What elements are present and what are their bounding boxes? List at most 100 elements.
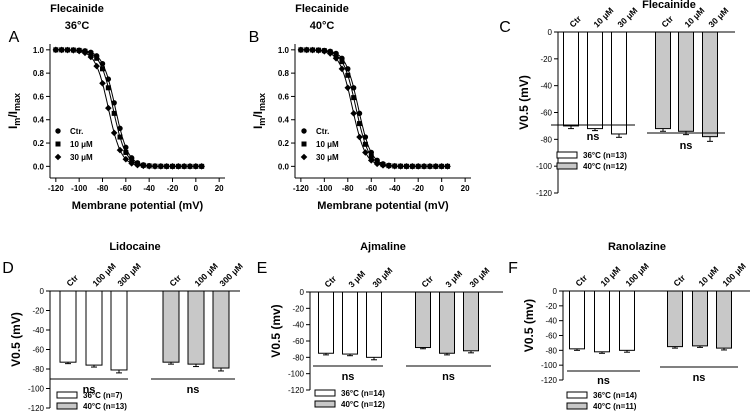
- legend-label: Ctr.: [70, 127, 83, 136]
- y-tick-label: -20: [292, 304, 304, 313]
- data-point-diamond: [356, 133, 363, 141]
- y-tick-label: 0: [548, 28, 553, 37]
- x-tick-label: -120: [293, 184, 310, 193]
- bar: [439, 291, 455, 354]
- category-label: 10 μM: [591, 5, 615, 29]
- data-point-square: [100, 66, 105, 72]
- data-point-diamond: [420, 163, 428, 170]
- bar: [162, 290, 180, 363]
- y-tick-label: -60: [540, 109, 552, 118]
- data-point-diamond: [385, 162, 393, 170]
- y-tick-label: -100: [288, 370, 305, 379]
- data-point-diamond: [169, 163, 176, 170]
- data-point-square: [105, 85, 111, 91]
- x-tick-label: -20: [412, 184, 424, 193]
- y-tick-label: -20: [545, 302, 557, 311]
- legend-swatch: [566, 391, 588, 399]
- data-point-diamond: [175, 163, 182, 170]
- data-point-diamond: [338, 65, 346, 73]
- data-point-diamond: [426, 163, 434, 170]
- x-tick-label: -80: [342, 184, 354, 193]
- category-label: 30 μM: [370, 265, 394, 289]
- data-point-diamond: [362, 149, 369, 156]
- ns-label: ns: [83, 384, 96, 396]
- legend-label: 36°C (n=14): [341, 389, 385, 398]
- x-axis-label: Membrane potential (mV): [72, 200, 204, 212]
- data-point-circle: [356, 110, 363, 117]
- y-tick-label: 1.0: [33, 46, 45, 55]
- ns-label: ns: [442, 371, 455, 383]
- x-tick-label: 20: [215, 184, 224, 193]
- panel-letter: F: [508, 260, 518, 277]
- category-label: 3 μM: [346, 269, 367, 290]
- data-point-diamond: [321, 47, 328, 55]
- data-point-diamond: [128, 160, 135, 167]
- data-point-diamond: [391, 162, 399, 170]
- y-tick-label: -60: [32, 346, 44, 355]
- data-point-diamond: [186, 163, 194, 170]
- category-label: Ctr: [167, 272, 183, 288]
- x-tick-label: 20: [461, 184, 470, 193]
- bar: [619, 290, 635, 351]
- data-point-diamond: [192, 163, 200, 170]
- bar: [85, 290, 103, 366]
- panel-f: F Ranolazine 0 -20 -40 -60 -80 -100 -120 V0.5 (mv…: [508, 241, 750, 411]
- legend-label: 30 μM: [70, 153, 93, 162]
- y-tick-label: 0.4: [278, 116, 290, 125]
- legend-swatch: [314, 389, 336, 397]
- chart-title: Flecainide: [50, 3, 104, 15]
- bar: [587, 31, 603, 130]
- y-tick-label: 0.8: [278, 69, 290, 78]
- bar: [702, 31, 718, 138]
- legend-marker-circle: [55, 128, 61, 134]
- bar: [678, 31, 694, 132]
- panel-letter: B: [249, 29, 260, 46]
- data-point-diamond: [309, 46, 316, 54]
- data-point-circle: [117, 125, 123, 132]
- legend-swatch: [314, 400, 336, 408]
- legend-label: 40°C (n=12): [583, 162, 627, 171]
- data-point-diamond: [373, 160, 381, 168]
- category-label: 300 μM: [217, 261, 244, 288]
- data-point-circle: [111, 100, 117, 106]
- category-label: Ctr: [671, 272, 687, 288]
- legend-label: 36°C (n=14): [593, 391, 637, 400]
- data-point-diamond: [87, 53, 95, 61]
- bar: [318, 291, 334, 354]
- y-tick-label: 0.8: [33, 69, 45, 78]
- data-point-diamond: [438, 163, 445, 170]
- legend-label: 10 μM: [70, 140, 93, 149]
- chart-title: Lidocaine: [109, 241, 160, 253]
- category-label: 30 μM: [706, 5, 730, 29]
- y-tick-label: -80: [292, 353, 304, 362]
- y-tick-label: -40: [540, 82, 552, 91]
- data-point-diamond: [145, 162, 153, 170]
- legend-marker-square: [301, 141, 307, 147]
- y-axis-label: V0.5 (mV): [517, 75, 531, 130]
- data-point-circle: [105, 76, 112, 82]
- y-tick-label: -80: [32, 365, 44, 374]
- ns-label: ns: [187, 384, 200, 396]
- x-tick-label: -40: [143, 184, 155, 193]
- data-point-diamond: [116, 146, 124, 154]
- chart-title: Ajmaline: [360, 241, 406, 253]
- data-point-diamond: [297, 46, 305, 54]
- category-label: 30 μM: [467, 265, 491, 289]
- data-point-diamond: [81, 49, 89, 57]
- x-tick-label: 0: [194, 184, 199, 193]
- chart-title: Flecainide: [295, 3, 349, 15]
- data-point-diamond: [93, 62, 100, 70]
- x-tick-label: -80: [97, 184, 109, 193]
- category-label: 100 μM: [720, 261, 747, 288]
- legend-swatch: [556, 162, 578, 170]
- bar: [692, 290, 708, 347]
- y-axis-label: Im/Imax: [6, 93, 22, 129]
- legend-swatch: [56, 391, 78, 399]
- y-tick-label: -60: [292, 337, 304, 346]
- y-tick-label: -40: [292, 321, 304, 330]
- y-tick-label: 0: [553, 287, 558, 296]
- data-point-diamond: [180, 163, 188, 170]
- x-tick-label: -100: [316, 184, 333, 193]
- y-tick-label: 0.4: [33, 116, 45, 125]
- legend-label: 36°C (n=13): [583, 151, 627, 160]
